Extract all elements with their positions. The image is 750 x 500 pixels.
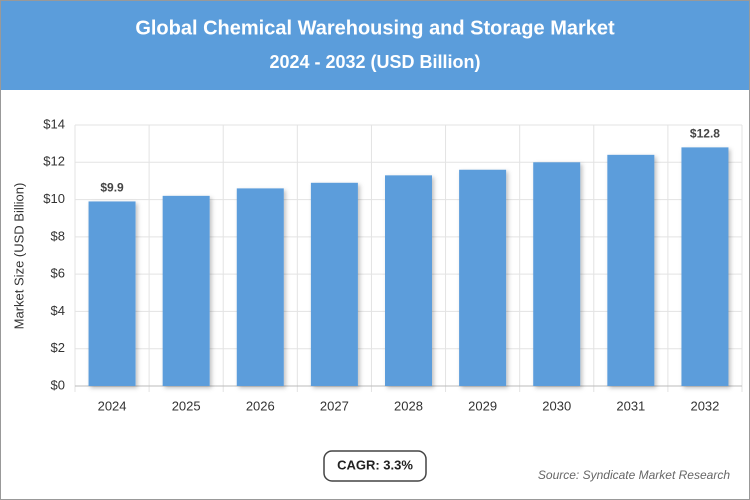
data-label: $12.8 xyxy=(690,127,720,141)
cagr-box xyxy=(323,450,427,482)
y-tick-label: $2 xyxy=(51,340,65,355)
x-tick-label: 2024 xyxy=(98,398,127,413)
chart-title: Global Chemical Warehousing and Storage … xyxy=(135,17,615,39)
y-tick-label: $6 xyxy=(51,266,65,281)
bar xyxy=(88,201,136,386)
y-tick-label: $14 xyxy=(43,116,65,131)
source-note: Source: Syndicate Market Research xyxy=(538,468,730,482)
x-tick-label: 2026 xyxy=(246,398,275,413)
bar xyxy=(162,195,210,386)
bar xyxy=(236,188,284,386)
y-tick-label: $10 xyxy=(43,191,65,206)
data-label: $9.9 xyxy=(100,181,124,195)
y-tick-label: $12 xyxy=(43,154,65,169)
bar xyxy=(459,169,507,386)
y-tick-label: $8 xyxy=(51,228,65,243)
x-tick-label: 2030 xyxy=(542,398,571,413)
bar xyxy=(310,182,358,386)
bar xyxy=(385,175,432,386)
header xyxy=(1,1,749,90)
x-tick-label: 2025 xyxy=(172,398,201,413)
x-tick-label: 2029 xyxy=(468,398,497,413)
x-tick-label: 2028 xyxy=(394,398,423,413)
chart-subtitle: 2024 - 2032 (USD Billion) xyxy=(269,52,480,72)
bar xyxy=(607,154,655,386)
x-tick-label: 2031 xyxy=(616,398,645,413)
y-tick-label: $0 xyxy=(51,377,65,392)
bar xyxy=(533,162,581,386)
bar xyxy=(681,147,729,386)
x-tick-label: 2032 xyxy=(690,398,719,413)
cagr-label: CAGR: 3.3% xyxy=(337,457,413,472)
x-tick-label: 2027 xyxy=(320,398,349,413)
y-axis-label: Market Size (USD Billion) xyxy=(11,183,26,330)
y-tick-label: $4 xyxy=(51,303,65,318)
